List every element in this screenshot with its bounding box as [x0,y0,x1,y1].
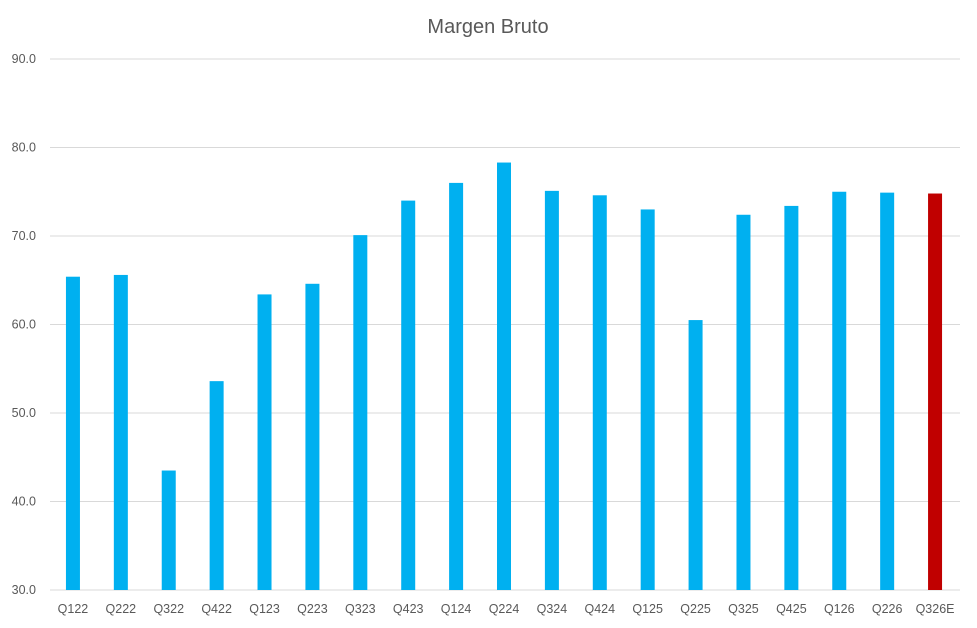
bar-q425 [784,205,799,590]
x-tick-label: Q224 [489,602,520,616]
x-tick-label: Q123 [249,602,280,616]
bar-q424 [592,195,607,591]
y-axis-ticks: 30.0 40.0 50.0 60.0 70.0 80.0 90.0 [12,52,36,597]
x-tick-label: Q423 [393,602,424,616]
x-axis-ticks: Q122 Q222 Q322 Q422 Q123 Q223 Q323 Q423 Q124 Q224… [58,602,955,616]
bar-q125 [640,209,655,590]
bar-q324 [544,190,559,591]
y-tick-label: 40.0 [12,495,36,509]
chart-title: Margen Bruto [427,16,548,38]
bar-q323 [353,235,368,591]
x-tick-label: Q326E [916,602,955,616]
x-tick-label: Q424 [584,602,615,616]
bar-q122 [65,276,80,590]
x-tick-label: Q425 [776,602,807,616]
x-tick-label: Q126 [824,602,855,616]
x-tick-label: Q122 [58,602,89,616]
bar-q423 [401,200,416,590]
x-tick-label: Q125 [632,602,663,616]
bar-q223 [305,283,320,590]
bar-q325 [736,214,751,590]
y-tick-label: 90.0 [12,52,36,66]
bar-q224 [497,162,511,591]
y-tick-label: 30.0 [12,583,36,597]
x-tick-label: Q225 [680,602,711,616]
x-tick-label: Q222 [106,602,137,616]
y-tick-label: 70.0 [12,229,36,243]
x-tick-label: Q223 [297,602,328,616]
x-tick-label: Q422 [201,602,232,616]
bar-q126 [832,191,847,590]
bar-q124 [449,182,464,590]
bar-q322 [161,470,176,590]
x-tick-label: Q226 [872,602,903,616]
bar-q225 [688,320,703,590]
x-tick-label: Q325 [728,602,759,616]
y-tick-label: 80.0 [12,141,36,155]
bar-q326e [928,193,943,590]
x-tick-label: Q124 [441,602,472,616]
y-tick-label: 50.0 [12,406,36,420]
x-tick-label: Q324 [537,602,568,616]
bar-q222 [113,274,128,590]
y-tick-label: 60.0 [12,318,36,332]
bars [65,162,943,591]
x-tick-label: Q323 [345,602,376,616]
x-tick-label: Q322 [153,602,184,616]
bar-q422 [209,381,224,590]
bar-q226 [880,192,895,590]
bar-q123 [257,294,272,590]
